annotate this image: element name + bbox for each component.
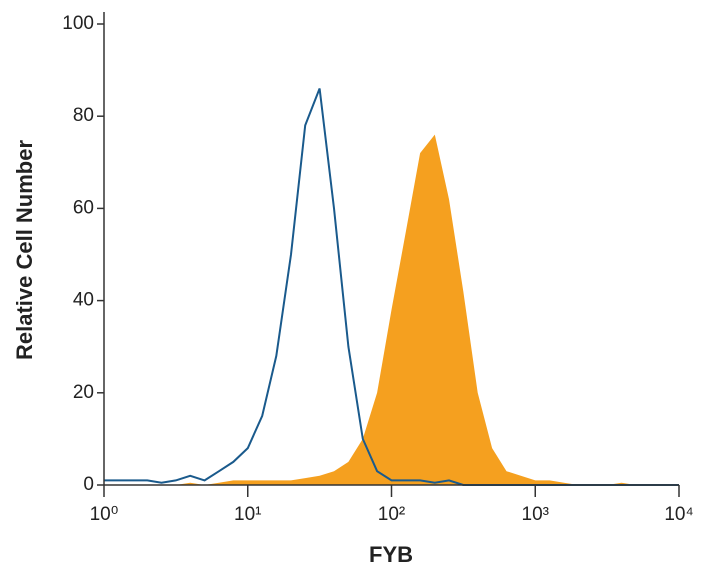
y-tick-label: 20	[73, 382, 94, 403]
y-tick-label: 40	[73, 290, 94, 311]
x-tick-label: 10⁰	[90, 504, 119, 525]
y-tick-label: 80	[73, 105, 94, 126]
y-tick-label: 0	[83, 474, 94, 495]
x-tick-label: 10³	[522, 504, 549, 525]
x-tick-label: 10⁴	[664, 504, 693, 525]
x-tick-label: 10²	[378, 504, 405, 525]
x-axis-title: FYB	[369, 542, 413, 567]
y-tick-label: 100	[62, 13, 94, 34]
y-tick-label: 60	[73, 197, 94, 218]
y-axis-title: Relative Cell Number	[12, 140, 37, 361]
x-tick-label: 10¹	[234, 504, 261, 525]
histogram-area	[104, 134, 679, 485]
